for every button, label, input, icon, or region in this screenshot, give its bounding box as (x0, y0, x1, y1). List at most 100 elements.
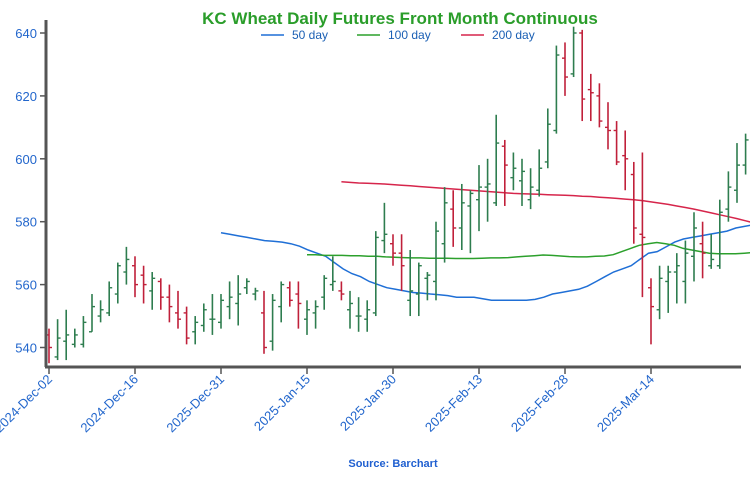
ohlc-bar (691, 212, 697, 282)
ohlc-bar (536, 149, 543, 197)
ohlc-bar (424, 272, 431, 301)
ohlc-bar (510, 152, 517, 191)
ohlc-bar (321, 275, 328, 310)
ohlc-bar (716, 199, 723, 269)
ohlc-bar (183, 306, 190, 345)
ohlc-bar (166, 284, 173, 323)
ohlc-bar (708, 234, 715, 269)
ohlc-bar (226, 281, 233, 320)
ohlc-bar (458, 183, 465, 251)
ohlc-bar (209, 294, 216, 335)
moving-average-lines (220, 181, 750, 302)
ohlc-bar (415, 262, 422, 317)
ohlc-bar (192, 316, 199, 345)
y-tick-label: 540 (15, 341, 37, 356)
ohlc-bar (501, 139, 508, 206)
ohlc-bar (553, 45, 560, 134)
series-line-100-day (307, 241, 750, 260)
ohlc-bar (312, 300, 319, 329)
ohlc-bar (347, 290, 353, 329)
ohlc-bar (630, 161, 637, 244)
legend: 50 day 100 day 200 day (261, 28, 535, 42)
ohlc-bar (261, 290, 267, 354)
ohlc-bar (562, 42, 568, 96)
legend-item-50-day: 50 day (261, 28, 328, 42)
series-line-200-day (341, 181, 750, 223)
x-tick-label: 2025-Jan-15 (251, 372, 313, 434)
ohlc-bar (381, 202, 388, 254)
ohlc-bar (587, 73, 594, 122)
ohlc-bar (54, 319, 61, 361)
ohlc-bar (63, 309, 70, 361)
x-axis-ticks: 2024-Dec-02 2024-Dec-16 2025-Dec-31 2025-Ja… (0, 367, 657, 435)
ohlc-bar (476, 165, 482, 232)
ohlc-bar (467, 190, 474, 254)
ohlc-bar (527, 168, 534, 210)
y-tick-label: 600 (15, 152, 37, 167)
ohlc-bar (493, 114, 500, 206)
ohlc-bar (519, 158, 525, 206)
ohlc-bar (114, 262, 121, 304)
ohlc-bar (665, 265, 672, 313)
ohlc-bar (433, 221, 439, 301)
price-bars (46, 26, 749, 364)
ohlc-bar (338, 281, 345, 301)
ohlc-bar (97, 300, 104, 323)
ohlc-bar (175, 290, 181, 329)
series-line-50-day (220, 224, 750, 302)
ohlc-bar (605, 102, 611, 150)
ohlc-bar (673, 253, 680, 304)
ohlc-bar (304, 300, 310, 335)
source-label: Source: Barchart (348, 458, 438, 470)
legend-item-200-day: 200 day (461, 28, 535, 42)
ohlc-bar (682, 240, 689, 304)
ohlc-bar (89, 294, 95, 333)
ohlc-bar (123, 246, 130, 285)
x-tick-label: 2025-Mar-14 (594, 372, 657, 435)
ohlc-bar (622, 130, 629, 191)
ohlc-bar (544, 108, 551, 169)
ohlc-bar (372, 231, 379, 317)
ohlc-bar (132, 256, 138, 298)
x-tick-label: 2025-Dec-31 (163, 372, 227, 436)
ohlc-bar (106, 281, 113, 317)
ohlc-bar (80, 316, 87, 348)
y-axis-ticks: 540 560 580 600 620 640 (15, 26, 46, 356)
ohlc-bar (484, 158, 491, 222)
x-tick-label: 2025-Feb-13 (422, 372, 485, 435)
ohlc-bar (355, 297, 362, 332)
ohlc-bar (734, 143, 740, 203)
ohlc-bar (140, 265, 147, 304)
y-tick-label: 620 (15, 89, 37, 104)
chart-title: KC Wheat Daily Futures Front Month Conti… (202, 9, 598, 28)
ohlc-bar (295, 281, 302, 329)
ohlc-bar (235, 275, 242, 326)
ohlc-bar (278, 281, 285, 323)
ohlc-bar (407, 250, 414, 317)
legend-label-200-day: 200 day (492, 28, 535, 42)
ohlc-bar (390, 234, 396, 266)
ohlc-bar (157, 278, 164, 310)
ohlc-bar (71, 328, 78, 348)
ohlc-bar (639, 152, 646, 298)
ohlc-bar (656, 265, 663, 320)
ohlc-bar (200, 303, 207, 332)
ohlc-bar (243, 278, 250, 295)
legend-label-100-day: 100 day (388, 28, 431, 42)
ohlc-bar (742, 133, 749, 175)
ohlc-bar (699, 221, 706, 279)
ohlc-bar (286, 281, 293, 307)
ohlc-bar (725, 171, 732, 222)
ohlc-bar (570, 26, 577, 78)
ohlc-bar (450, 190, 457, 247)
ohlc-bar (648, 278, 654, 345)
ohlc-bar (398, 234, 405, 291)
ohlc-bar (441, 187, 448, 263)
x-tick-label: 2025-Jan-30 (337, 372, 399, 434)
y-tick-label: 640 (15, 26, 37, 41)
ohlc-bar (329, 256, 336, 291)
y-tick-label: 580 (15, 215, 37, 230)
ohlc-bar (364, 300, 371, 332)
x-tick-label: 2024-Dec-16 (77, 372, 141, 436)
